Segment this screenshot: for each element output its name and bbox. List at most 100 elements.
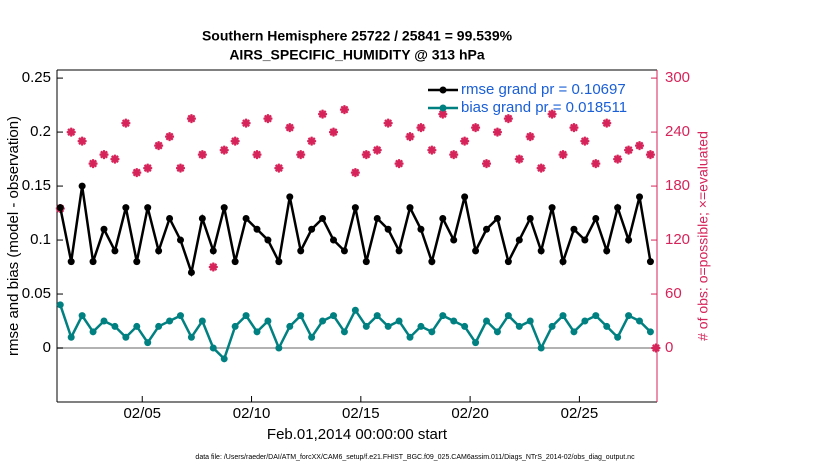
point-marker bbox=[56, 204, 64, 212]
point-marker bbox=[493, 328, 501, 336]
star-marker bbox=[438, 109, 448, 119]
y2-tick-label: 180 bbox=[665, 177, 690, 194]
point-marker bbox=[308, 225, 316, 233]
point-marker bbox=[472, 339, 480, 347]
y2-tick-label: 240 bbox=[665, 123, 690, 140]
star-marker bbox=[88, 159, 98, 169]
point-marker bbox=[526, 214, 534, 222]
star-marker bbox=[165, 132, 175, 142]
legend-label: bias grand pr = 0.018511 bbox=[461, 99, 627, 116]
star-marker bbox=[329, 127, 339, 137]
point-marker bbox=[133, 322, 141, 330]
star-marker bbox=[514, 154, 524, 164]
star-marker bbox=[77, 136, 87, 146]
star-marker bbox=[219, 145, 229, 155]
point-marker bbox=[275, 258, 283, 266]
star-marker bbox=[645, 150, 655, 160]
star-marker bbox=[252, 150, 262, 160]
point-marker bbox=[351, 306, 359, 314]
point-marker bbox=[581, 236, 589, 244]
point-marker bbox=[340, 328, 348, 336]
point-marker bbox=[242, 214, 250, 222]
point-marker bbox=[548, 204, 556, 212]
point-marker bbox=[559, 258, 567, 266]
point-marker bbox=[548, 322, 556, 330]
star-marker bbox=[143, 163, 153, 173]
legend-label: rmse grand pr = 0.10697 bbox=[461, 81, 626, 98]
star-marker bbox=[602, 118, 612, 128]
y2-tick-label: 0 bbox=[665, 339, 673, 356]
point-marker bbox=[417, 225, 425, 233]
star-marker bbox=[394, 159, 404, 169]
point-marker bbox=[450, 236, 458, 244]
point-marker bbox=[100, 317, 108, 325]
star-marker bbox=[208, 262, 218, 272]
y2-tick-label: 120 bbox=[665, 231, 690, 248]
point-marker bbox=[395, 317, 403, 325]
point-marker bbox=[461, 193, 469, 201]
point-marker bbox=[603, 322, 611, 330]
point-marker bbox=[330, 312, 338, 320]
point-marker bbox=[56, 301, 64, 309]
y-tick-label: 0.25 bbox=[22, 69, 51, 86]
point-marker bbox=[340, 247, 348, 255]
star-marker bbox=[372, 145, 382, 155]
point-marker bbox=[439, 312, 447, 320]
x-tick-label: 02/25 bbox=[561, 405, 599, 422]
point-marker bbox=[176, 312, 184, 320]
point-marker bbox=[231, 258, 239, 266]
point-marker bbox=[570, 225, 578, 233]
star-marker bbox=[449, 150, 459, 160]
y-axis-label: rmse and bias (model - observation) bbox=[5, 116, 22, 356]
point-marker bbox=[646, 328, 654, 336]
point-marker bbox=[220, 355, 228, 363]
chart-subtitle: AIRS_SPECIFIC_HUMIDITY @ 313 hPa bbox=[229, 47, 485, 63]
star-marker bbox=[318, 109, 328, 119]
point-marker bbox=[286, 193, 294, 201]
point-marker bbox=[362, 322, 370, 330]
star-marker bbox=[263, 114, 273, 124]
star-marker bbox=[569, 123, 579, 133]
point-marker bbox=[67, 258, 75, 266]
point-marker bbox=[111, 322, 119, 330]
point-marker bbox=[220, 204, 228, 212]
y-tick-label: 0.15 bbox=[22, 177, 51, 194]
point-marker bbox=[351, 204, 359, 212]
point-marker bbox=[537, 247, 545, 255]
point-marker bbox=[155, 247, 163, 255]
point-marker bbox=[592, 214, 600, 222]
star-marker bbox=[66, 127, 76, 137]
point-marker bbox=[133, 258, 141, 266]
x-tick-label: 02/20 bbox=[451, 405, 489, 422]
point-marker bbox=[625, 312, 633, 320]
x-axis-label: Feb.01,2014 00:00:00 start bbox=[267, 426, 448, 443]
star-marker bbox=[274, 163, 284, 173]
star-marker bbox=[460, 136, 470, 146]
point-marker bbox=[483, 317, 491, 325]
point-marker bbox=[483, 225, 491, 233]
star-marker bbox=[99, 150, 109, 160]
point-marker bbox=[362, 258, 370, 266]
star-marker bbox=[230, 136, 240, 146]
star-marker bbox=[405, 132, 415, 142]
star-marker bbox=[361, 150, 371, 160]
point-marker bbox=[198, 214, 206, 222]
point-marker bbox=[166, 214, 174, 222]
point-marker bbox=[144, 204, 152, 212]
point-marker bbox=[450, 317, 458, 325]
y2-tick-label: 60 bbox=[665, 285, 682, 302]
point-marker bbox=[636, 193, 644, 201]
point-marker bbox=[144, 339, 152, 347]
star-marker bbox=[350, 168, 360, 178]
star-marker bbox=[525, 132, 535, 142]
point-marker bbox=[406, 333, 414, 341]
point-marker bbox=[89, 328, 97, 336]
point-marker bbox=[515, 322, 523, 330]
point-marker bbox=[395, 247, 403, 255]
point-marker bbox=[417, 322, 425, 330]
legend-marker bbox=[439, 104, 447, 112]
point-marker bbox=[319, 317, 327, 325]
star-marker bbox=[624, 145, 634, 155]
star-marker bbox=[175, 163, 185, 173]
